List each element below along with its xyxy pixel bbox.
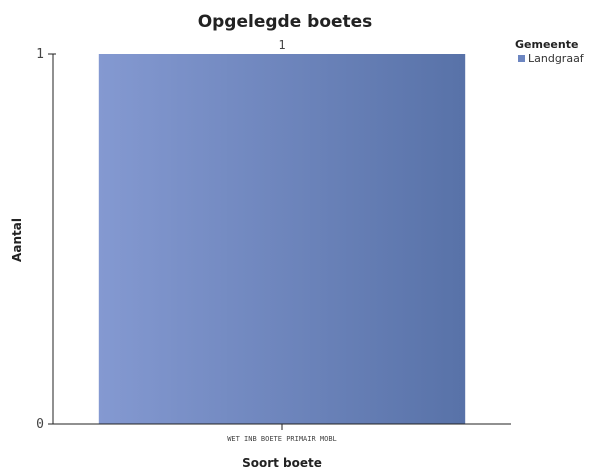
legend-swatch (518, 55, 525, 62)
chart-title: Opgelegde boetes (198, 12, 373, 32)
bar (98, 54, 466, 424)
y-tick-label: 1 (36, 47, 44, 62)
plot-area: 0 1 1 WET INB BOETE PRIMAIR MOBL (36, 38, 511, 443)
x-tick-label: WET INB BOETE PRIMAIR MOBL (227, 435, 337, 443)
y-axis-title: Aantal (10, 218, 24, 262)
y-tick-label: 0 (36, 417, 44, 432)
legend-title: Gemeente (515, 38, 578, 51)
legend: Gemeente Landgraaf (515, 38, 585, 65)
data-label: 1 (278, 38, 285, 52)
x-axis-title: Soort boete (242, 456, 322, 469)
legend-label: Landgraaf (528, 52, 585, 65)
